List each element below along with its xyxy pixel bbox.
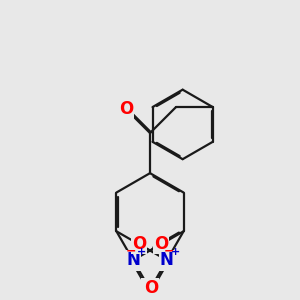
Text: +: + <box>137 247 146 256</box>
Text: −: − <box>164 244 174 257</box>
Text: O: O <box>132 235 146 253</box>
Text: N: N <box>126 251 140 269</box>
Text: +: + <box>171 247 180 256</box>
Text: O: O <box>142 279 156 297</box>
Text: −: − <box>126 244 136 257</box>
Text: O: O <box>154 235 168 253</box>
Text: O: O <box>119 100 134 118</box>
Text: O: O <box>144 279 158 297</box>
Text: N: N <box>160 251 174 269</box>
